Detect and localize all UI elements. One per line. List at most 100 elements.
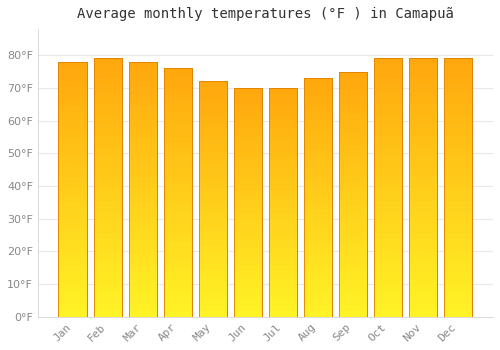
Bar: [304, 78, 332, 84]
Bar: [58, 285, 87, 291]
Bar: [444, 252, 472, 259]
Bar: [444, 58, 472, 317]
Bar: [58, 126, 87, 132]
Bar: [234, 88, 262, 317]
Bar: [198, 264, 228, 270]
Bar: [234, 99, 262, 105]
Bar: [198, 299, 228, 305]
Bar: [94, 278, 122, 285]
Bar: [268, 202, 298, 208]
Bar: [94, 201, 122, 207]
Bar: [58, 132, 87, 138]
Bar: [338, 292, 368, 299]
Bar: [268, 139, 298, 145]
Bar: [94, 291, 122, 298]
Bar: [444, 142, 472, 149]
Bar: [338, 182, 368, 188]
Bar: [374, 91, 402, 97]
Bar: [374, 65, 402, 71]
Bar: [374, 104, 402, 110]
Bar: [408, 175, 438, 181]
Bar: [58, 62, 87, 317]
Bar: [164, 298, 192, 304]
Bar: [128, 253, 157, 259]
Bar: [338, 286, 368, 292]
Bar: [234, 214, 262, 219]
Bar: [234, 208, 262, 214]
Bar: [94, 239, 122, 246]
Bar: [268, 254, 298, 260]
Bar: [304, 180, 332, 186]
Bar: [304, 233, 332, 239]
Bar: [444, 181, 472, 188]
Bar: [234, 197, 262, 202]
Bar: [198, 305, 228, 311]
Bar: [198, 258, 228, 264]
Bar: [374, 220, 402, 226]
Bar: [198, 217, 228, 223]
Bar: [374, 233, 402, 239]
Bar: [408, 233, 438, 239]
Bar: [234, 277, 262, 282]
Bar: [198, 128, 228, 134]
Bar: [304, 257, 332, 263]
Bar: [338, 274, 368, 280]
Bar: [234, 145, 262, 151]
Bar: [198, 122, 228, 128]
Bar: [94, 130, 122, 136]
Bar: [198, 146, 228, 152]
Bar: [164, 286, 192, 292]
Bar: [94, 181, 122, 188]
Bar: [94, 104, 122, 110]
Bar: [338, 71, 368, 317]
Bar: [444, 97, 472, 104]
Bar: [408, 265, 438, 272]
Bar: [234, 94, 262, 99]
Bar: [304, 245, 332, 251]
Bar: [164, 199, 192, 205]
Bar: [94, 110, 122, 117]
Bar: [304, 299, 332, 305]
Bar: [338, 249, 368, 256]
Bar: [304, 144, 332, 150]
Bar: [198, 229, 228, 235]
Bar: [444, 220, 472, 226]
Bar: [234, 191, 262, 197]
Bar: [128, 164, 157, 170]
Bar: [164, 193, 192, 199]
Bar: [198, 117, 228, 122]
Bar: [338, 133, 368, 139]
Bar: [94, 142, 122, 149]
Bar: [234, 88, 262, 94]
Bar: [374, 84, 402, 91]
Bar: [164, 180, 192, 186]
Bar: [94, 71, 122, 78]
Bar: [304, 90, 332, 96]
Bar: [304, 287, 332, 293]
Bar: [338, 90, 368, 96]
Bar: [304, 138, 332, 144]
Bar: [234, 156, 262, 162]
Bar: [268, 265, 298, 271]
Bar: [338, 78, 368, 84]
Bar: [58, 266, 87, 272]
Bar: [408, 207, 438, 214]
Bar: [58, 62, 87, 68]
Bar: [444, 226, 472, 233]
Bar: [128, 113, 157, 119]
Bar: [374, 310, 402, 317]
Bar: [268, 134, 298, 139]
Bar: [164, 75, 192, 81]
Bar: [94, 155, 122, 162]
Bar: [94, 259, 122, 265]
Bar: [338, 145, 368, 151]
Bar: [374, 252, 402, 259]
Bar: [268, 260, 298, 265]
Bar: [374, 123, 402, 130]
Bar: [444, 201, 472, 207]
Bar: [268, 282, 298, 288]
Bar: [234, 202, 262, 208]
Bar: [268, 219, 298, 225]
Bar: [444, 84, 472, 91]
Bar: [58, 228, 87, 234]
